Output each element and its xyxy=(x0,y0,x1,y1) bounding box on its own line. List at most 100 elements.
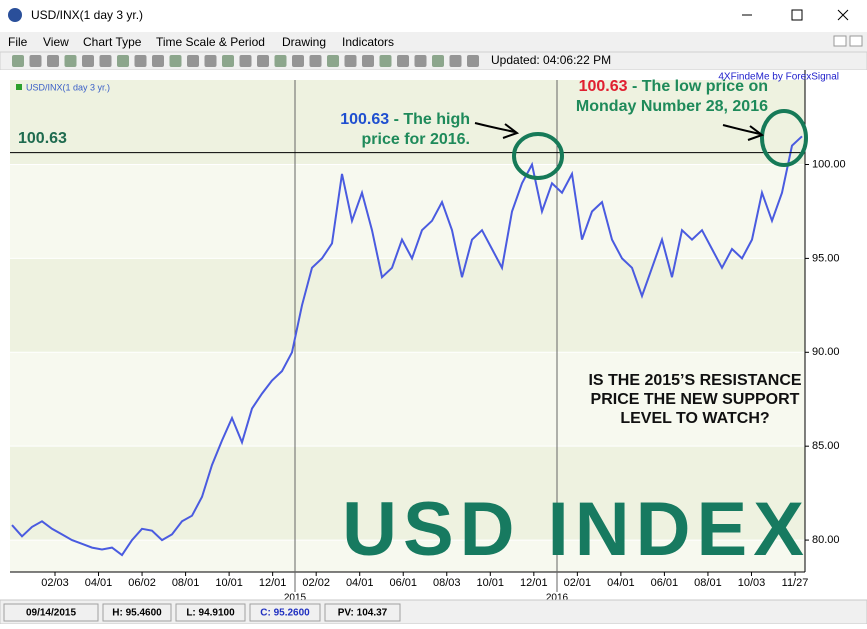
tool-button[interactable] xyxy=(12,55,24,67)
background-band xyxy=(10,80,805,165)
tool-button[interactable] xyxy=(187,55,199,67)
x-tick-label: 08/03 xyxy=(433,577,461,589)
background-band xyxy=(10,352,805,447)
status-field xyxy=(324,603,401,622)
update-status: Updated: 04:06:22 PM xyxy=(491,53,611,67)
x-tick-label: 06/01 xyxy=(651,577,679,589)
annotation-text: price for 2016. xyxy=(362,131,471,148)
arrow-head xyxy=(502,123,520,139)
background-band xyxy=(10,164,805,259)
background-band xyxy=(10,540,805,572)
toolbar-icons xyxy=(12,55,479,67)
tool-button[interactable] xyxy=(397,55,409,67)
menu-item[interactable]: Chart Type xyxy=(83,35,142,49)
legend-label: USD/INX(1 day 3 yr.) xyxy=(26,82,110,92)
x-tick-label: 08/01 xyxy=(172,577,200,589)
credit: 4XFindeMe by ForexSignal xyxy=(718,72,839,83)
tool-button[interactable] xyxy=(449,55,462,67)
status-text: C: 95.2600 xyxy=(260,608,310,619)
background-band xyxy=(10,258,805,353)
y-tick-label: 90.00 xyxy=(812,346,840,358)
tool-button[interactable] xyxy=(467,55,479,67)
tool-button[interactable] xyxy=(414,55,427,67)
tool-button[interactable] xyxy=(134,55,147,67)
x-tick-label: 10/03 xyxy=(738,577,766,589)
x-tick-label: 06/01 xyxy=(389,577,417,589)
tool-button[interactable] xyxy=(222,55,234,67)
highlight-circle xyxy=(760,109,808,167)
status-text: H: 95.4600 xyxy=(112,608,162,619)
menu-item[interactable]: View xyxy=(43,35,69,49)
legend-marker xyxy=(16,84,22,90)
tool-button[interactable] xyxy=(292,55,304,67)
status-field xyxy=(249,603,321,622)
watermark: USD INDEX xyxy=(342,487,810,572)
tool-button[interactable] xyxy=(117,55,129,67)
question-line: LEVEL TO WATCH? xyxy=(620,410,769,427)
tool-button[interactable] xyxy=(82,55,94,67)
close-child-button[interactable] xyxy=(849,35,863,47)
tool-button[interactable] xyxy=(257,55,269,67)
question-line: IS THE 2015’S RESISTANCE xyxy=(588,372,801,389)
x-tick-label: 12/01 xyxy=(520,577,548,589)
chart: 80.00 85.00 90.00 95.00 100.00 02/03 04/01 06/0… xyxy=(10,70,846,604)
annotation-text: Monday Number 28, 2016 xyxy=(576,98,768,115)
tool-button[interactable] xyxy=(152,55,164,67)
status-field xyxy=(102,603,172,622)
tool-button[interactable] xyxy=(99,55,112,67)
tool-button[interactable] xyxy=(29,55,42,67)
y-tick-label: 80.00 xyxy=(812,534,840,546)
tool-button[interactable] xyxy=(169,55,182,67)
tool-button[interactable] xyxy=(64,55,77,67)
tool-button[interactable] xyxy=(274,55,287,67)
tool-button[interactable] xyxy=(47,55,59,67)
tool-button[interactable] xyxy=(204,55,217,67)
app-icon xyxy=(8,8,22,22)
restore-button[interactable] xyxy=(833,35,847,47)
maximize-button[interactable] xyxy=(791,9,803,21)
annotation-value: 100.63 xyxy=(340,111,389,128)
y-tick-label: 85.00 xyxy=(812,440,840,452)
x-tick-label: 04/01 xyxy=(85,577,113,589)
menu-item[interactable]: Drawing xyxy=(282,35,326,49)
x-tick-label: 10/01 xyxy=(215,577,243,589)
tool-button[interactable] xyxy=(309,55,322,67)
status-fields: 09/14/2015 H: 95.4600 L: 94.9100 C: 95.2600… xyxy=(3,603,401,622)
tool-button[interactable] xyxy=(327,55,339,67)
menu-item[interactable]: Indicators xyxy=(342,35,394,49)
menu-bar xyxy=(0,32,867,52)
background-band xyxy=(10,446,805,541)
window-title: USD/INX(1 day 3 yr.) xyxy=(31,8,143,22)
tool-button[interactable] xyxy=(362,55,374,67)
arrow-head xyxy=(747,125,765,141)
tool-button[interactable] xyxy=(239,55,252,67)
close-button[interactable] xyxy=(837,9,849,21)
status-text: PV: 104.37 xyxy=(338,608,388,619)
arrow xyxy=(474,122,516,133)
menu-item[interactable]: File xyxy=(8,35,28,49)
status-field xyxy=(3,603,99,622)
x-tick-label: 08/01 xyxy=(694,577,722,589)
tool-button[interactable] xyxy=(379,55,392,67)
x-tick-label: 04/01 xyxy=(346,577,374,589)
x-tick-label: 02/02 xyxy=(302,577,330,589)
menu: File View Chart Type Time Scale & Period Dra… xyxy=(8,35,394,49)
price-line xyxy=(11,135,803,557)
annotation-value: 100.63 xyxy=(579,78,628,95)
title-bar xyxy=(0,0,867,32)
highlight-circle xyxy=(512,132,564,180)
menu-item[interactable]: Time Scale & Period xyxy=(156,35,265,49)
tool-button[interactable] xyxy=(432,55,444,67)
status-text: 09/14/2015 xyxy=(26,608,76,619)
tool-button[interactable] xyxy=(344,55,357,67)
annotation: 100.63 - The high xyxy=(340,111,470,128)
status-field xyxy=(175,603,246,622)
annotation-text: - The high xyxy=(389,111,470,128)
x-tick-label: 06/02 xyxy=(128,577,156,589)
year-label: 2015 xyxy=(284,593,307,604)
x-tick-label: 10/01 xyxy=(477,577,505,589)
year-label: 2016 xyxy=(546,593,569,604)
status-text: L: 94.9100 xyxy=(186,608,235,619)
y-tick-label: 95.00 xyxy=(812,252,840,264)
x-tick-label: 04/01 xyxy=(607,577,635,589)
